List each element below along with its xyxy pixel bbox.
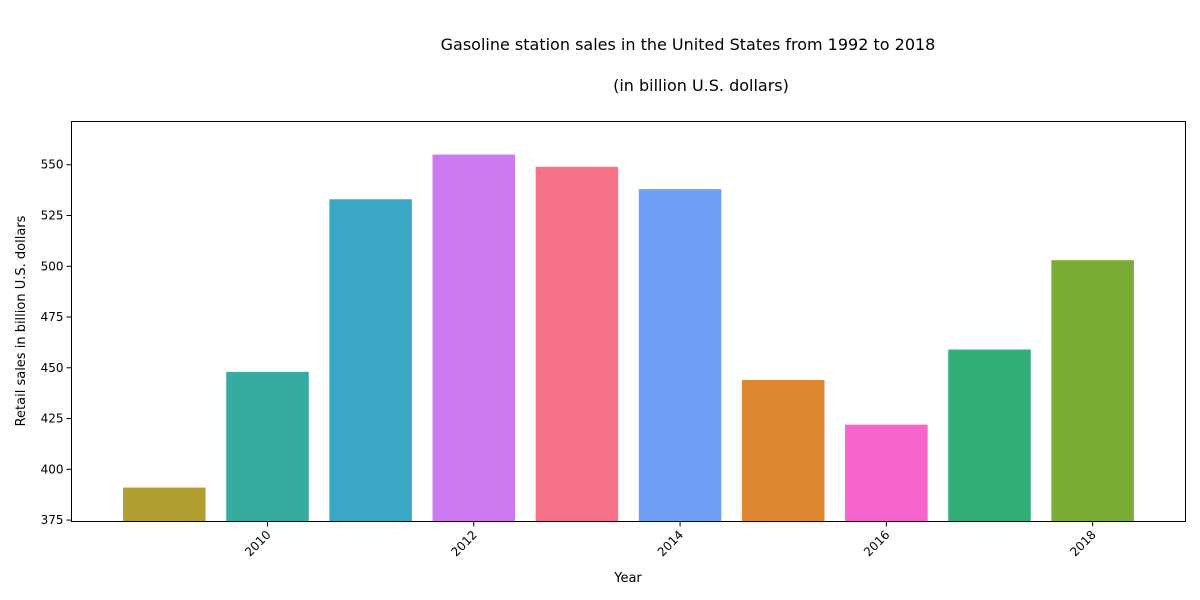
bars-group xyxy=(123,154,1134,522)
bar-2012 xyxy=(432,154,516,522)
y-tick-label: 525 xyxy=(41,209,64,223)
bar-2016 xyxy=(845,424,928,522)
chart-title: Gasoline station sales in the United Sta… xyxy=(441,35,936,54)
x-tick-label: 2010 xyxy=(242,528,273,559)
x-tick-label: 2014 xyxy=(655,528,686,559)
y-tick-label: 500 xyxy=(41,259,64,273)
bar-2014 xyxy=(638,189,722,522)
plot-frame xyxy=(71,121,1186,522)
chart-subtitle: (in billion U.S. dollars) xyxy=(613,76,789,95)
y-tick-label: 375 xyxy=(41,513,64,527)
x-axis-ticks: 2010 2012 2014 2016 2018 xyxy=(242,521,1099,559)
bar-2018 xyxy=(1051,260,1134,522)
y-axis-ticks: 375 400 425 450 475 500 525 550 xyxy=(41,158,72,527)
y-tick-label: 450 xyxy=(41,361,64,375)
y-axis-label: Retail sales in billion U.S. dollars xyxy=(14,215,29,426)
bar-2015 xyxy=(741,379,825,522)
bar-2011 xyxy=(329,199,412,522)
bar-2009 xyxy=(123,487,206,522)
y-tick-label: 475 xyxy=(41,310,64,324)
y-tick-label: 425 xyxy=(41,412,64,426)
y-tick-label: 550 xyxy=(41,158,64,172)
y-tick-label: 400 xyxy=(41,462,64,476)
bar-2010 xyxy=(226,371,309,522)
x-tick-label: 2018 xyxy=(1067,528,1098,559)
x-tick-label: 2012 xyxy=(448,528,479,559)
x-tick-label: 2016 xyxy=(861,528,892,559)
bar-2017 xyxy=(948,349,1031,522)
x-axis-label: Year xyxy=(613,571,642,586)
bar-2013 xyxy=(535,166,619,522)
